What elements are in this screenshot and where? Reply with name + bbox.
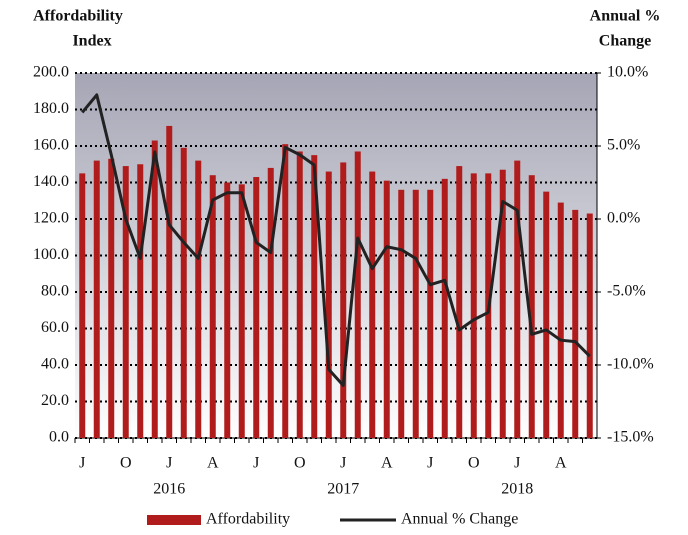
x-tick-label: J <box>514 455 520 472</box>
x-tick-label: A <box>381 455 393 472</box>
bar <box>572 209 579 438</box>
bar <box>470 173 477 438</box>
bar <box>79 173 86 438</box>
bar <box>383 180 390 439</box>
legend-swatch <box>147 515 201 525</box>
bar <box>180 147 187 438</box>
x-year-label: 2017 <box>327 481 359 498</box>
y-tick-label: 60.0 <box>41 319 69 336</box>
bar <box>441 178 448 438</box>
bar <box>238 184 245 438</box>
x-tick-label: O <box>294 455 306 472</box>
x-tick-label: A <box>555 455 567 472</box>
y2-tick-label: 0.0% <box>607 210 640 227</box>
bar <box>499 169 506 438</box>
bar <box>412 189 419 438</box>
y-tick-label: 100.0 <box>33 246 69 263</box>
bar <box>311 155 318 438</box>
bar <box>586 213 593 438</box>
bar <box>528 175 535 438</box>
bar <box>456 166 463 438</box>
y-tick-label: 160.0 <box>33 137 69 154</box>
bar <box>296 151 303 438</box>
bar <box>108 158 115 438</box>
bar <box>93 160 100 438</box>
bar <box>557 202 564 438</box>
legend-label: Affordability <box>206 511 290 528</box>
bar <box>151 140 158 438</box>
x-tick-label: J <box>79 455 85 472</box>
x-tick-label: O <box>468 455 480 472</box>
y-tick-label: 200.0 <box>33 64 69 81</box>
y-tick-label: 180.0 <box>33 100 69 117</box>
bar <box>267 167 274 438</box>
x-tick-label: J <box>340 455 346 472</box>
bar <box>354 151 361 438</box>
bar <box>122 166 129 438</box>
y2-tick-label: -15.0% <box>607 429 654 446</box>
bar <box>325 171 332 439</box>
x-tick-label: J <box>253 455 259 472</box>
y2-tick-label: -5.0% <box>607 283 646 300</box>
legend-label: Annual % Change <box>401 511 518 528</box>
y2-axis-title: Change <box>599 33 651 50</box>
y-tick-label: 40.0 <box>41 356 69 373</box>
x-tick-label: J <box>166 455 172 472</box>
x-year-label: 2018 <box>501 481 533 498</box>
bar <box>369 171 376 439</box>
x-tick-label: J <box>427 455 433 472</box>
y-tick-label: 0.0 <box>49 429 69 446</box>
y-tick-label: 80.0 <box>41 283 69 300</box>
bar <box>253 177 260 438</box>
bar <box>427 189 434 438</box>
bar <box>224 182 231 438</box>
bar <box>195 160 202 438</box>
y-tick-label: 140.0 <box>33 173 69 190</box>
bar <box>514 160 521 438</box>
y-tick-label: 120.0 <box>33 210 69 227</box>
bar <box>543 191 550 438</box>
bar <box>282 144 289 439</box>
y-axis-title: Index <box>72 33 111 50</box>
bar <box>166 125 173 439</box>
y2-axis-title: Annual % <box>590 8 661 25</box>
bar <box>340 162 347 439</box>
x-year-label: 2016 <box>153 481 185 498</box>
bar <box>137 164 144 438</box>
y2-tick-label: 5.0% <box>607 137 640 154</box>
y-axis-title: Affordability <box>33 8 123 25</box>
x-tick-label: A <box>207 455 219 472</box>
x-tick-label: O <box>120 455 132 472</box>
y2-tick-label: -10.0% <box>607 356 654 373</box>
bar <box>209 175 216 438</box>
y2-tick-label: 10.0% <box>607 64 648 81</box>
line-series <box>81 93 591 387</box>
bar <box>398 189 405 438</box>
y-tick-label: 20.0 <box>41 392 69 409</box>
